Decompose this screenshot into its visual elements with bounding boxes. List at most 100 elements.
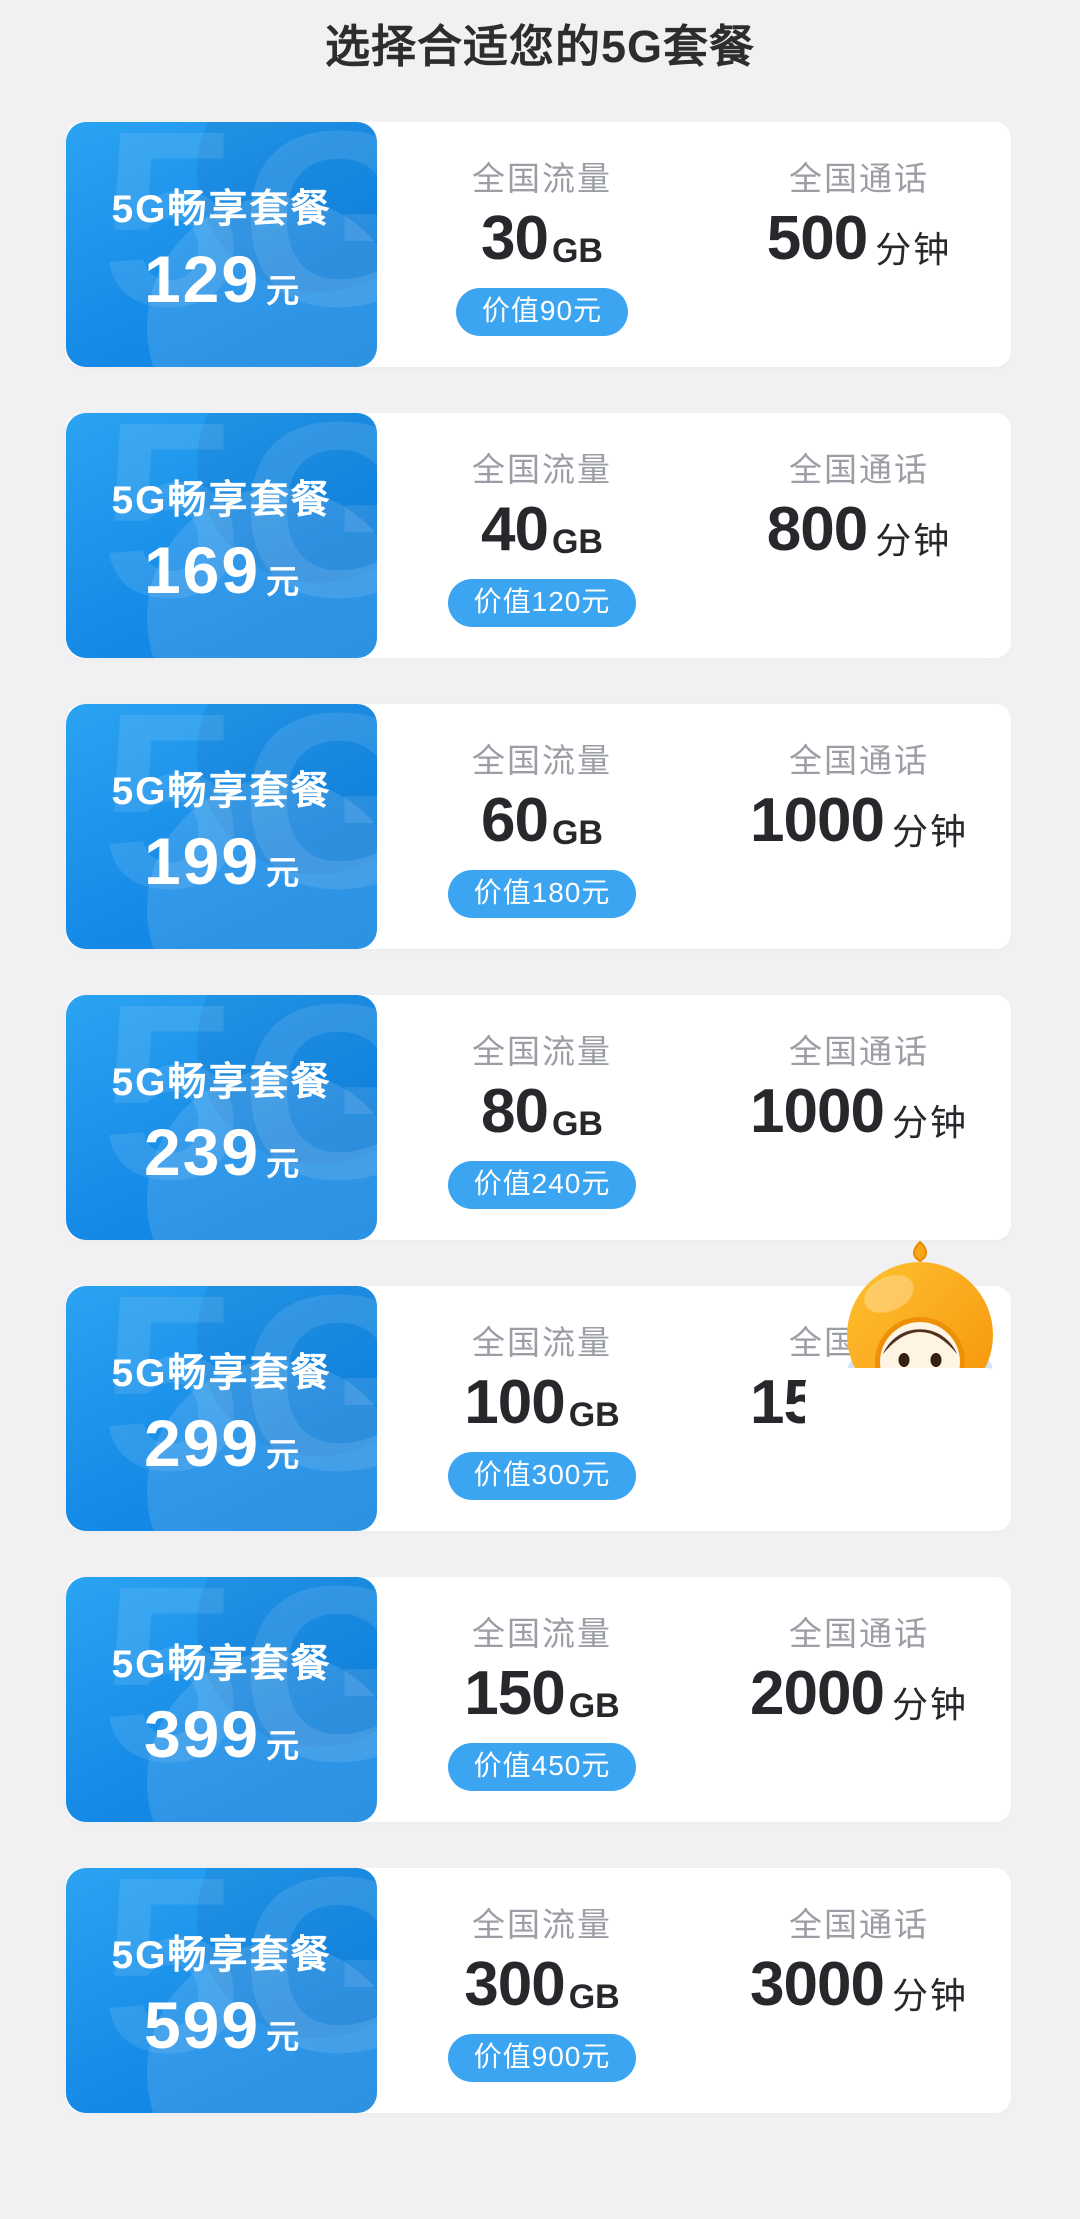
plan-price-unit: 元 [266, 1144, 300, 1182]
call-header: 全国通话 [789, 1615, 929, 1652]
plan-card-list: 5G 5G畅享套餐 129 元 全国流量 30 GB 价值90元 全国通话 50… [0, 122, 1080, 2219]
data-header: 全国流量 [472, 160, 612, 197]
call-value: 800 分钟 [767, 499, 951, 561]
call-minutes: 2000 [750, 1659, 885, 1728]
data-column: 全国流量 100 GB 价值300元 [377, 1286, 707, 1531]
call-column: 全国通话 800 分钟 [707, 413, 1011, 658]
data-header: 全国流量 [472, 1033, 612, 1070]
call-unit: 分钟 [875, 229, 952, 270]
call-unit: 分钟 [875, 520, 952, 561]
data-header: 全国流量 [472, 742, 612, 779]
call-column: 全国通话 1000 分钟 [707, 995, 1011, 1240]
call-header: 全国通话 [789, 1324, 929, 1361]
data-value: 60 GB [481, 790, 603, 852]
call-minutes: 1500 [750, 1368, 885, 1437]
plan-card[interactable]: 5G 5G畅享套餐 599 元 全国流量 300 GB 价值900元 全国通话 … [66, 1868, 1011, 2113]
call-column: 全国通话 1000 分钟 [707, 704, 1011, 949]
plan-price: 129 元 [144, 246, 299, 312]
data-unit: GB [551, 232, 603, 270]
call-value: 500 分钟 [767, 208, 951, 270]
call-minutes: 800 [766, 495, 868, 564]
plan-card[interactable]: 5G 5G畅享套餐 399 元 全国流量 150 GB 价值450元 全国通话 … [66, 1577, 1011, 1822]
data-unit: GB [551, 523, 603, 561]
call-header: 全国通话 [789, 1906, 929, 1943]
data-amount: 300 [464, 1950, 565, 2019]
data-unit: GB [568, 1978, 620, 2016]
plan-price-unit: 元 [266, 1435, 300, 1473]
plan-price-number: 299 [143, 1405, 261, 1480]
value-tag-pill: 价值180元 [447, 870, 637, 918]
data-unit: GB [551, 814, 603, 852]
data-amount: 80 [481, 1077, 549, 1146]
mascot-top-knob [913, 1240, 927, 1263]
call-value: 1500 分钟 [750, 1372, 968, 1434]
plan-price-unit: 元 [266, 1726, 300, 1764]
plan-card[interactable]: 5G 5G畅享套餐 199 元 全国流量 60 GB 价值180元 全国通话 1… [66, 704, 1011, 949]
call-value: 2000 分钟 [750, 1663, 968, 1725]
plan-price-unit: 元 [266, 271, 300, 309]
value-tag-pill: 价值450元 [447, 1743, 637, 1791]
value-tag-pill: 价值240元 [447, 1161, 637, 1209]
call-value: 1000 分钟 [750, 1081, 968, 1143]
data-value: 150 GB [464, 1663, 619, 1725]
plan-badge: 5G 5G畅享套餐 599 元 [66, 1868, 377, 2113]
plan-name: 5G畅享套餐 [111, 1933, 332, 1977]
call-column: 全国通话 2000 分钟 [707, 1577, 1011, 1822]
plan-badge: 5G 5G畅享套餐 239 元 [66, 995, 377, 1240]
plan-price-number: 129 [143, 241, 261, 316]
plan-name: 5G畅享套餐 [111, 187, 332, 231]
value-tag-pill: 价值120元 [447, 579, 637, 627]
data-amount: 40 [481, 495, 549, 564]
data-value: 300 GB [464, 1954, 619, 2016]
plan-price-number: 239 [143, 1114, 261, 1189]
plan-badge: 5G 5G畅享套餐 399 元 [66, 1577, 377, 1822]
plan-name: 5G畅享套餐 [111, 769, 332, 813]
data-header: 全国流量 [472, 1906, 612, 1943]
data-header: 全国流量 [472, 1615, 612, 1652]
plan-price: 599 元 [144, 1992, 299, 2058]
data-value: 100 GB [464, 1372, 619, 1434]
plan-price-number: 199 [143, 823, 261, 898]
plan-badge: 5G 5G畅享套餐 129 元 [66, 122, 377, 367]
call-column: 全国通话 3000 分钟 [707, 1868, 1011, 2113]
call-header: 全国通话 [789, 1033, 929, 1070]
call-minutes: 500 [766, 204, 868, 273]
data-amount: 30 [481, 204, 549, 273]
call-value: 1000 分钟 [750, 790, 968, 852]
data-unit: GB [551, 1105, 603, 1143]
value-tag-pill: 价值90元 [455, 288, 629, 336]
plan-card[interactable]: 5G 5G畅享套餐 129 元 全国流量 30 GB 价值90元 全国通话 50… [66, 122, 1011, 367]
data-column: 全国流量 80 GB 价值240元 [377, 995, 707, 1240]
value-tag-pill: 价值900元 [447, 2034, 637, 2082]
plan-price-number: 399 [143, 1696, 261, 1771]
plan-badge: 5G 5G畅享套餐 169 元 [66, 413, 377, 658]
call-column: 全国通话 500 分钟 [707, 122, 1011, 367]
plan-card[interactable]: 5G 5G畅享套餐 239 元 全国流量 80 GB 价值240元 全国通话 1… [66, 995, 1011, 1240]
plan-badge: 5G 5G畅享套餐 199 元 [66, 704, 377, 949]
page-title: 选择合适您的5G套餐 [324, 21, 756, 72]
data-value: 40 GB [481, 499, 603, 561]
call-header: 全国通话 [789, 451, 929, 488]
call-minutes: 1000 [750, 1077, 885, 1146]
plan-price: 299 元 [144, 1410, 299, 1476]
plan-card[interactable]: 5G 5G畅享套餐 299 元 全国流量 100 GB 价值300元 全国通话 … [66, 1240, 1011, 1531]
call-column: 全国通话 1500 分钟 [707, 1286, 1011, 1531]
call-minutes: 1000 [750, 786, 885, 855]
plan-card[interactable]: 5G 5G畅享套餐 169 元 全国流量 40 GB 价值120元 全国通话 8… [66, 413, 1011, 658]
plan-price-number: 599 [143, 1987, 261, 2062]
data-amount: 60 [481, 786, 549, 855]
data-header: 全国流量 [472, 1324, 612, 1361]
plan-price-number: 169 [143, 532, 261, 607]
call-header: 全国通话 [789, 742, 929, 779]
call-unit: 分钟 [891, 1975, 968, 2016]
data-value: 30 GB [481, 208, 603, 270]
plan-name: 5G畅享套餐 [111, 478, 332, 522]
plan-name: 5G畅享套餐 [111, 1060, 332, 1104]
plan-price-unit: 元 [266, 562, 300, 600]
plan-price-unit: 元 [266, 853, 300, 891]
plan-name: 5G畅享套餐 [111, 1351, 332, 1395]
call-unit: 分钟 [891, 1393, 968, 1434]
data-column: 全国流量 30 GB 价值90元 [377, 122, 707, 367]
plan-price: 199 元 [144, 828, 299, 894]
plan-price: 399 元 [144, 1701, 299, 1767]
